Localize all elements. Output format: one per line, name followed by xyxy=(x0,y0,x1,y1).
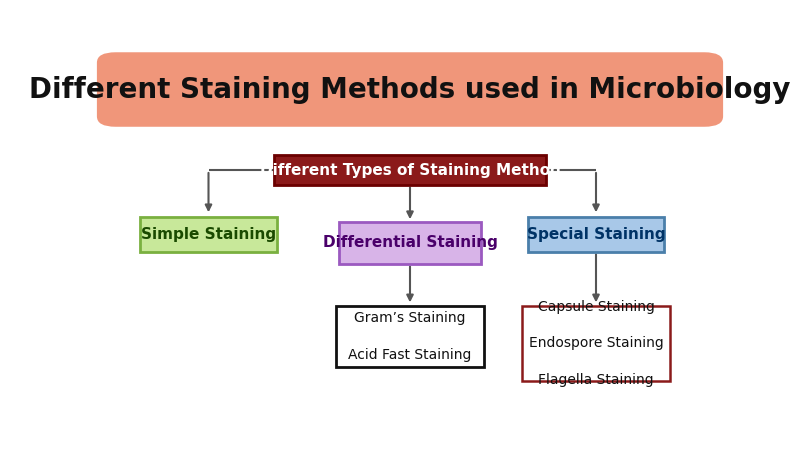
Text: Gram’s Staining

Acid Fast Staining: Gram’s Staining Acid Fast Staining xyxy=(348,311,472,362)
FancyBboxPatch shape xyxy=(336,306,485,367)
Text: Differential Staining: Differential Staining xyxy=(322,235,498,250)
Text: Capsule Staining

Endospore Staining

Flagella Staining: Capsule Staining Endospore Staining Flag… xyxy=(529,300,663,387)
Text: Special Staining: Special Staining xyxy=(526,227,666,242)
Text: Simple Staining: Simple Staining xyxy=(141,227,276,242)
Text: Different Staining Methods used in Microbiology: Different Staining Methods used in Micro… xyxy=(30,76,790,104)
FancyBboxPatch shape xyxy=(274,155,546,185)
FancyBboxPatch shape xyxy=(140,217,277,252)
FancyBboxPatch shape xyxy=(528,217,664,252)
FancyBboxPatch shape xyxy=(338,222,482,264)
FancyBboxPatch shape xyxy=(97,52,723,127)
Text: Different Types of Staining Method: Different Types of Staining Method xyxy=(259,162,561,178)
FancyBboxPatch shape xyxy=(522,306,670,381)
